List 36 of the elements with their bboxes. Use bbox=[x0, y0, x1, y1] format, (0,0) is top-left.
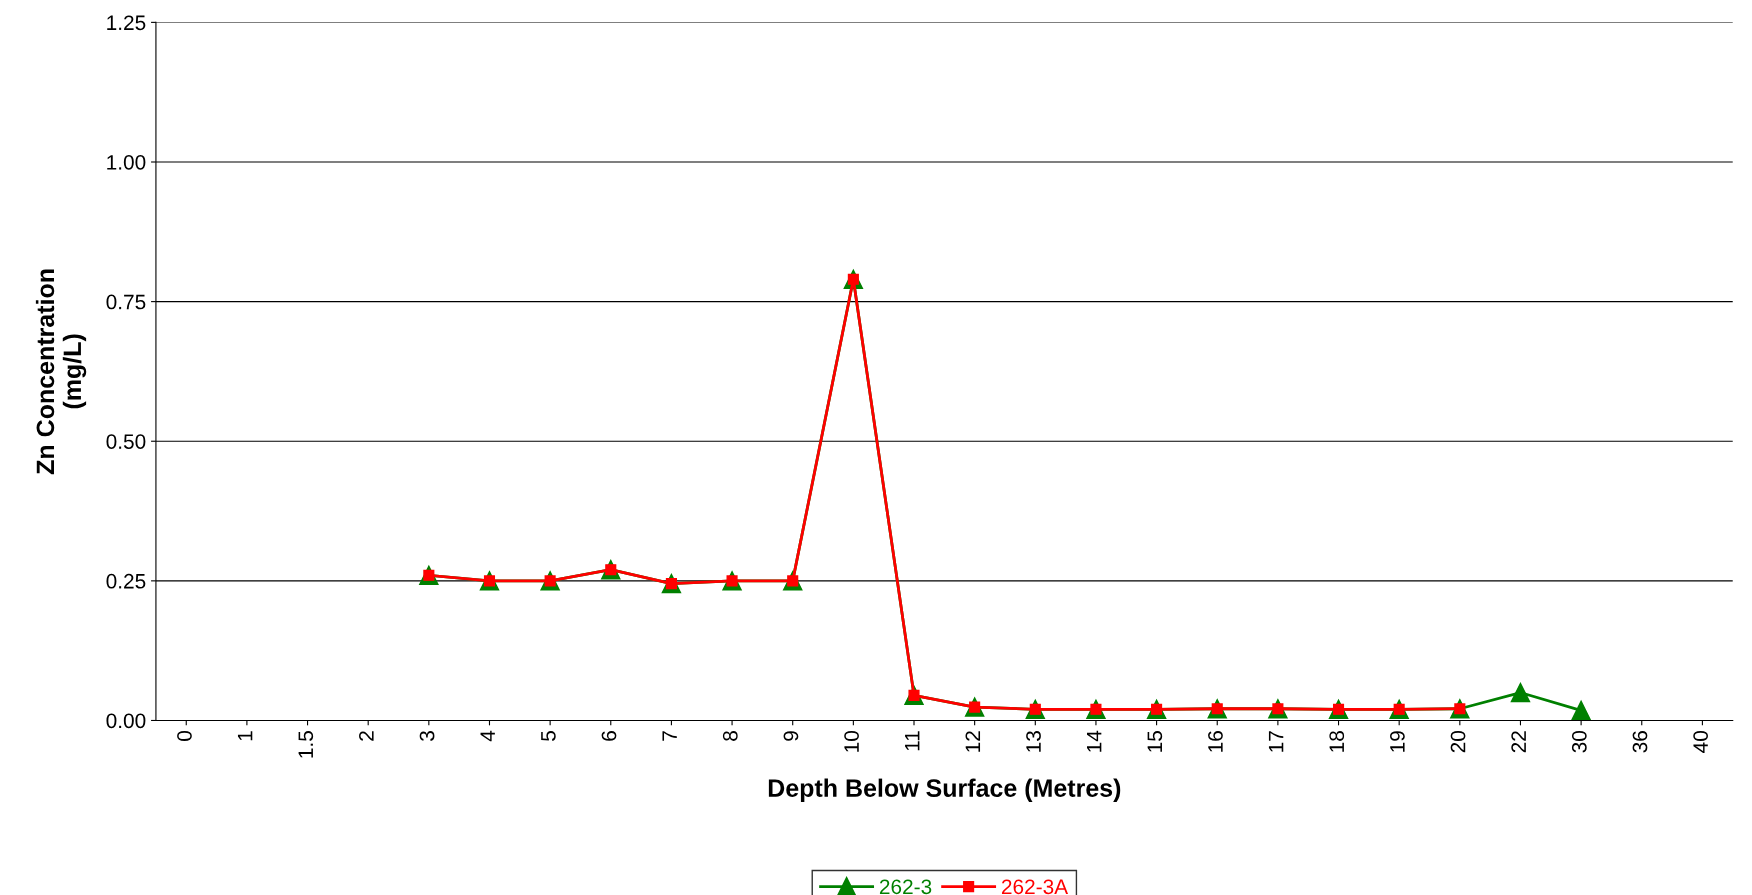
x-tick-label: 36 bbox=[1632, 731, 1648, 753]
x-tick-label: 30 bbox=[1571, 731, 1587, 753]
x-tick-label: 6 bbox=[601, 731, 617, 741]
x-tick-label: 40 bbox=[1693, 731, 1708, 753]
y-tick-label: 0.00 bbox=[106, 713, 146, 729]
x-tick-label: 16 bbox=[1208, 731, 1223, 752]
x-tick-label: 15 bbox=[1147, 731, 1163, 752]
x-tick-label: 13 bbox=[1026, 731, 1041, 752]
x-tick-label: 14 bbox=[1087, 730, 1102, 752]
x-tick-label: 10 bbox=[844, 731, 859, 752]
x-tick-label: 3 bbox=[419, 731, 435, 741]
y-tick-label: 1.25 bbox=[107, 15, 146, 31]
x-tick-label: 5 bbox=[541, 731, 556, 741]
y-tick-label: 0.25 bbox=[106, 573, 146, 589]
x-tick-label: 20 bbox=[1450, 731, 1466, 753]
y-tick-label: 1.00 bbox=[107, 155, 146, 170]
legend-label: 262-3 bbox=[879, 879, 932, 895]
x-tick-label: 9 bbox=[783, 731, 799, 741]
x-tick-label: 8 bbox=[722, 731, 738, 741]
y-axis-title: Zn Concentration (mg/L) bbox=[35, 269, 87, 475]
y-tick-label: 0.75 bbox=[106, 294, 146, 310]
x-tick-label: 2 bbox=[359, 731, 374, 741]
x-tick-label: 12 bbox=[965, 731, 981, 752]
x-tick-label: 1.5 bbox=[298, 731, 314, 758]
y-tick-label: 0.50 bbox=[106, 434, 146, 449]
x-tick-label: 7 bbox=[662, 731, 677, 741]
x-tick-label: 11 bbox=[905, 731, 920, 751]
x-tick-label: 17 bbox=[1268, 731, 1284, 752]
x-tick-label: 1 bbox=[237, 731, 253, 741]
x-tick-label: 0 bbox=[177, 731, 192, 741]
x-tick-label: 18 bbox=[1329, 731, 1345, 752]
x-tick-label: 19 bbox=[1390, 731, 1405, 752]
x-axis-title: Depth Below Surface (Metres) bbox=[768, 778, 1121, 802]
x-tick-label: 22 bbox=[1511, 731, 1526, 753]
legend-label: 262-3A bbox=[1001, 879, 1069, 895]
x-tick-label: 4 bbox=[480, 730, 495, 742]
